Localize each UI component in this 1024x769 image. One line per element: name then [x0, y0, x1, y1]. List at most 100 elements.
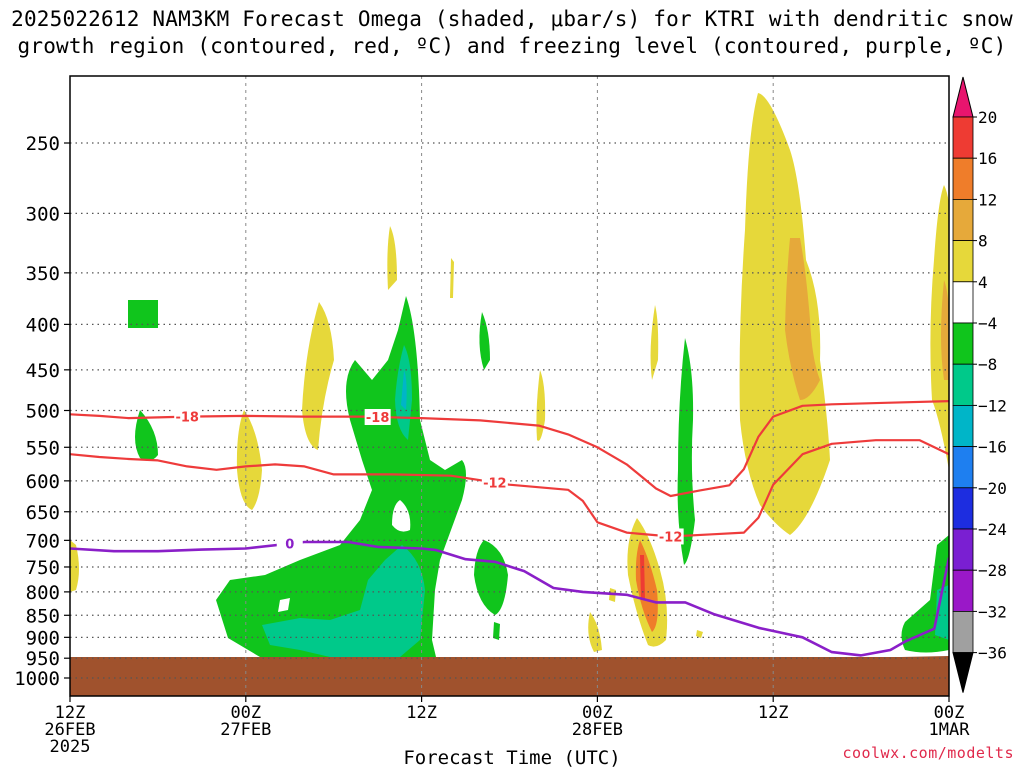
colorbar-cap-bottom	[952, 652, 974, 693]
contour-label: -12	[659, 530, 683, 545]
y-tick-label: 250	[26, 133, 60, 155]
colorbar-swatch	[952, 569, 974, 612]
colorbar-swatch	[952, 404, 974, 447]
colorbar-swatch	[952, 528, 974, 571]
colorbar-swatch	[952, 240, 974, 283]
colorbar-swatch	[952, 198, 974, 241]
shading-layer	[70, 93, 949, 696]
y-tick-label: 300	[26, 203, 60, 225]
colorbar-tick-label: 4	[978, 273, 988, 292]
omega-positive-area	[696, 630, 703, 638]
y-tick-label: 500	[26, 401, 60, 423]
contour-line	[70, 439, 949, 538]
chart-title-line-1: 2025022612 NAM3KM Forecast Omega (shaded…	[11, 7, 1013, 31]
colorbar-swatch	[952, 116, 974, 159]
y-tick-label: 750	[26, 557, 60, 579]
contour-line	[70, 540, 949, 657]
colorbar-swatch	[952, 157, 974, 200]
colorbar-swatch	[952, 611, 974, 654]
x-tick-label: 00Z	[582, 703, 613, 723]
colorbar-swatch	[952, 487, 974, 530]
contour-label: 0	[285, 538, 294, 553]
colorbar-tick-label: −28	[978, 561, 1007, 580]
x-axis-title: Forecast Time (UTC)	[403, 747, 621, 769]
y-tick-label: 900	[26, 627, 60, 649]
chart-title-line-2: growth region (contoured, red, ºC) and f…	[17, 34, 1007, 58]
y-tick-label: 700	[26, 530, 60, 552]
contour-label-bg	[364, 409, 391, 426]
x-tick-label: 26FEB	[44, 720, 95, 740]
x-tick-label: 12Z	[406, 703, 437, 723]
y-tick-label: 350	[26, 263, 60, 285]
colorbar-swatch	[952, 446, 974, 489]
colorbar-swatch	[952, 363, 974, 406]
omega-positive-area	[739, 93, 830, 535]
contour-label-bg	[276, 535, 303, 552]
omega-negative-area	[479, 312, 490, 370]
y-tick-label: 400	[26, 314, 60, 336]
x-tick-label: 2025	[50, 737, 91, 757]
ground-top	[70, 656, 949, 696]
x-tick-label: 1MAR	[929, 720, 971, 740]
omega-positive-area	[650, 305, 659, 380]
colorbar-tick-label: −4	[978, 314, 997, 333]
y-tick-label: 650	[26, 502, 60, 524]
colorbar-swatch	[952, 322, 974, 365]
colorbar-tick-label: 20	[978, 108, 997, 127]
contour-label-bg	[657, 528, 684, 545]
omega-negative-area	[262, 545, 425, 657]
omega-negative-area	[474, 540, 508, 615]
omega-positive-area	[536, 370, 546, 441]
y-tick-label: 550	[26, 437, 60, 459]
colorbar-tick-label: −32	[978, 602, 1007, 621]
colorbar-tick-label: −20	[978, 479, 1007, 498]
colorbar-tick-label: −8	[978, 355, 997, 374]
omega-positive-area	[387, 226, 397, 290]
omega-positive-area	[450, 258, 454, 298]
y-tick-label: 450	[26, 360, 60, 382]
omega-negative-area	[392, 500, 411, 532]
omega-negative-area	[278, 598, 290, 612]
colorbar-tick-label: −24	[978, 520, 1007, 539]
colorbar-tick-label: 12	[978, 190, 997, 209]
omega-negative-area	[128, 300, 158, 328]
omega-negative-area	[401, 370, 407, 410]
x-tick-label: 27FEB	[220, 720, 271, 740]
x-tick-label: 12Z	[55, 703, 86, 723]
y-tick-label: 600	[26, 471, 60, 493]
contour-label-bg	[481, 474, 508, 491]
omega-negative-area	[135, 410, 158, 461]
omega-positive-area	[941, 280, 949, 380]
y-tick-label: 950	[26, 648, 60, 670]
credit-text[interactable]: coolwx.com/modelts	[842, 744, 1014, 762]
y-tick-label: 1000	[14, 668, 60, 690]
x-tick-label: 00Z	[230, 703, 261, 723]
colorbar-swatch	[952, 281, 974, 324]
colorbar: 20 16 12 8 4 −4 −8 −12 −16 −20 −24 −28 −32 −36	[952, 76, 1007, 693]
omega-positive-area	[588, 612, 602, 652]
y-axis: 2503003504004505005506006507007508008509…	[14, 133, 70, 690]
colorbar-cap-top	[952, 76, 974, 118]
contour-line	[70, 400, 949, 498]
omega-negative-area	[935, 585, 949, 640]
plot-frame	[69, 75, 950, 697]
omega-positive-area	[930, 185, 949, 470]
omega-positive-area	[70, 540, 79, 592]
contour-label-bg	[174, 408, 201, 425]
omega-positive-area	[302, 302, 334, 450]
contour-lines: -18 -18 -12 -12 0	[70, 400, 949, 657]
y-tick-label: 800	[26, 582, 60, 604]
contour-label: -12	[483, 476, 507, 491]
omega-negative-area	[677, 338, 695, 565]
colorbar-tick-label: 16	[978, 149, 997, 168]
contour-label: -18	[175, 411, 199, 426]
omega-negative-area	[493, 622, 500, 640]
colorbar-tick-label: 8	[978, 232, 988, 251]
colorbar-tick-label: −36	[978, 644, 1007, 663]
colorbar-tick-label: −12	[978, 396, 1007, 415]
omega-positive-area	[640, 555, 645, 600]
x-tick-label: 12Z	[758, 703, 789, 723]
x-tick-label: 28FEB	[572, 720, 623, 740]
